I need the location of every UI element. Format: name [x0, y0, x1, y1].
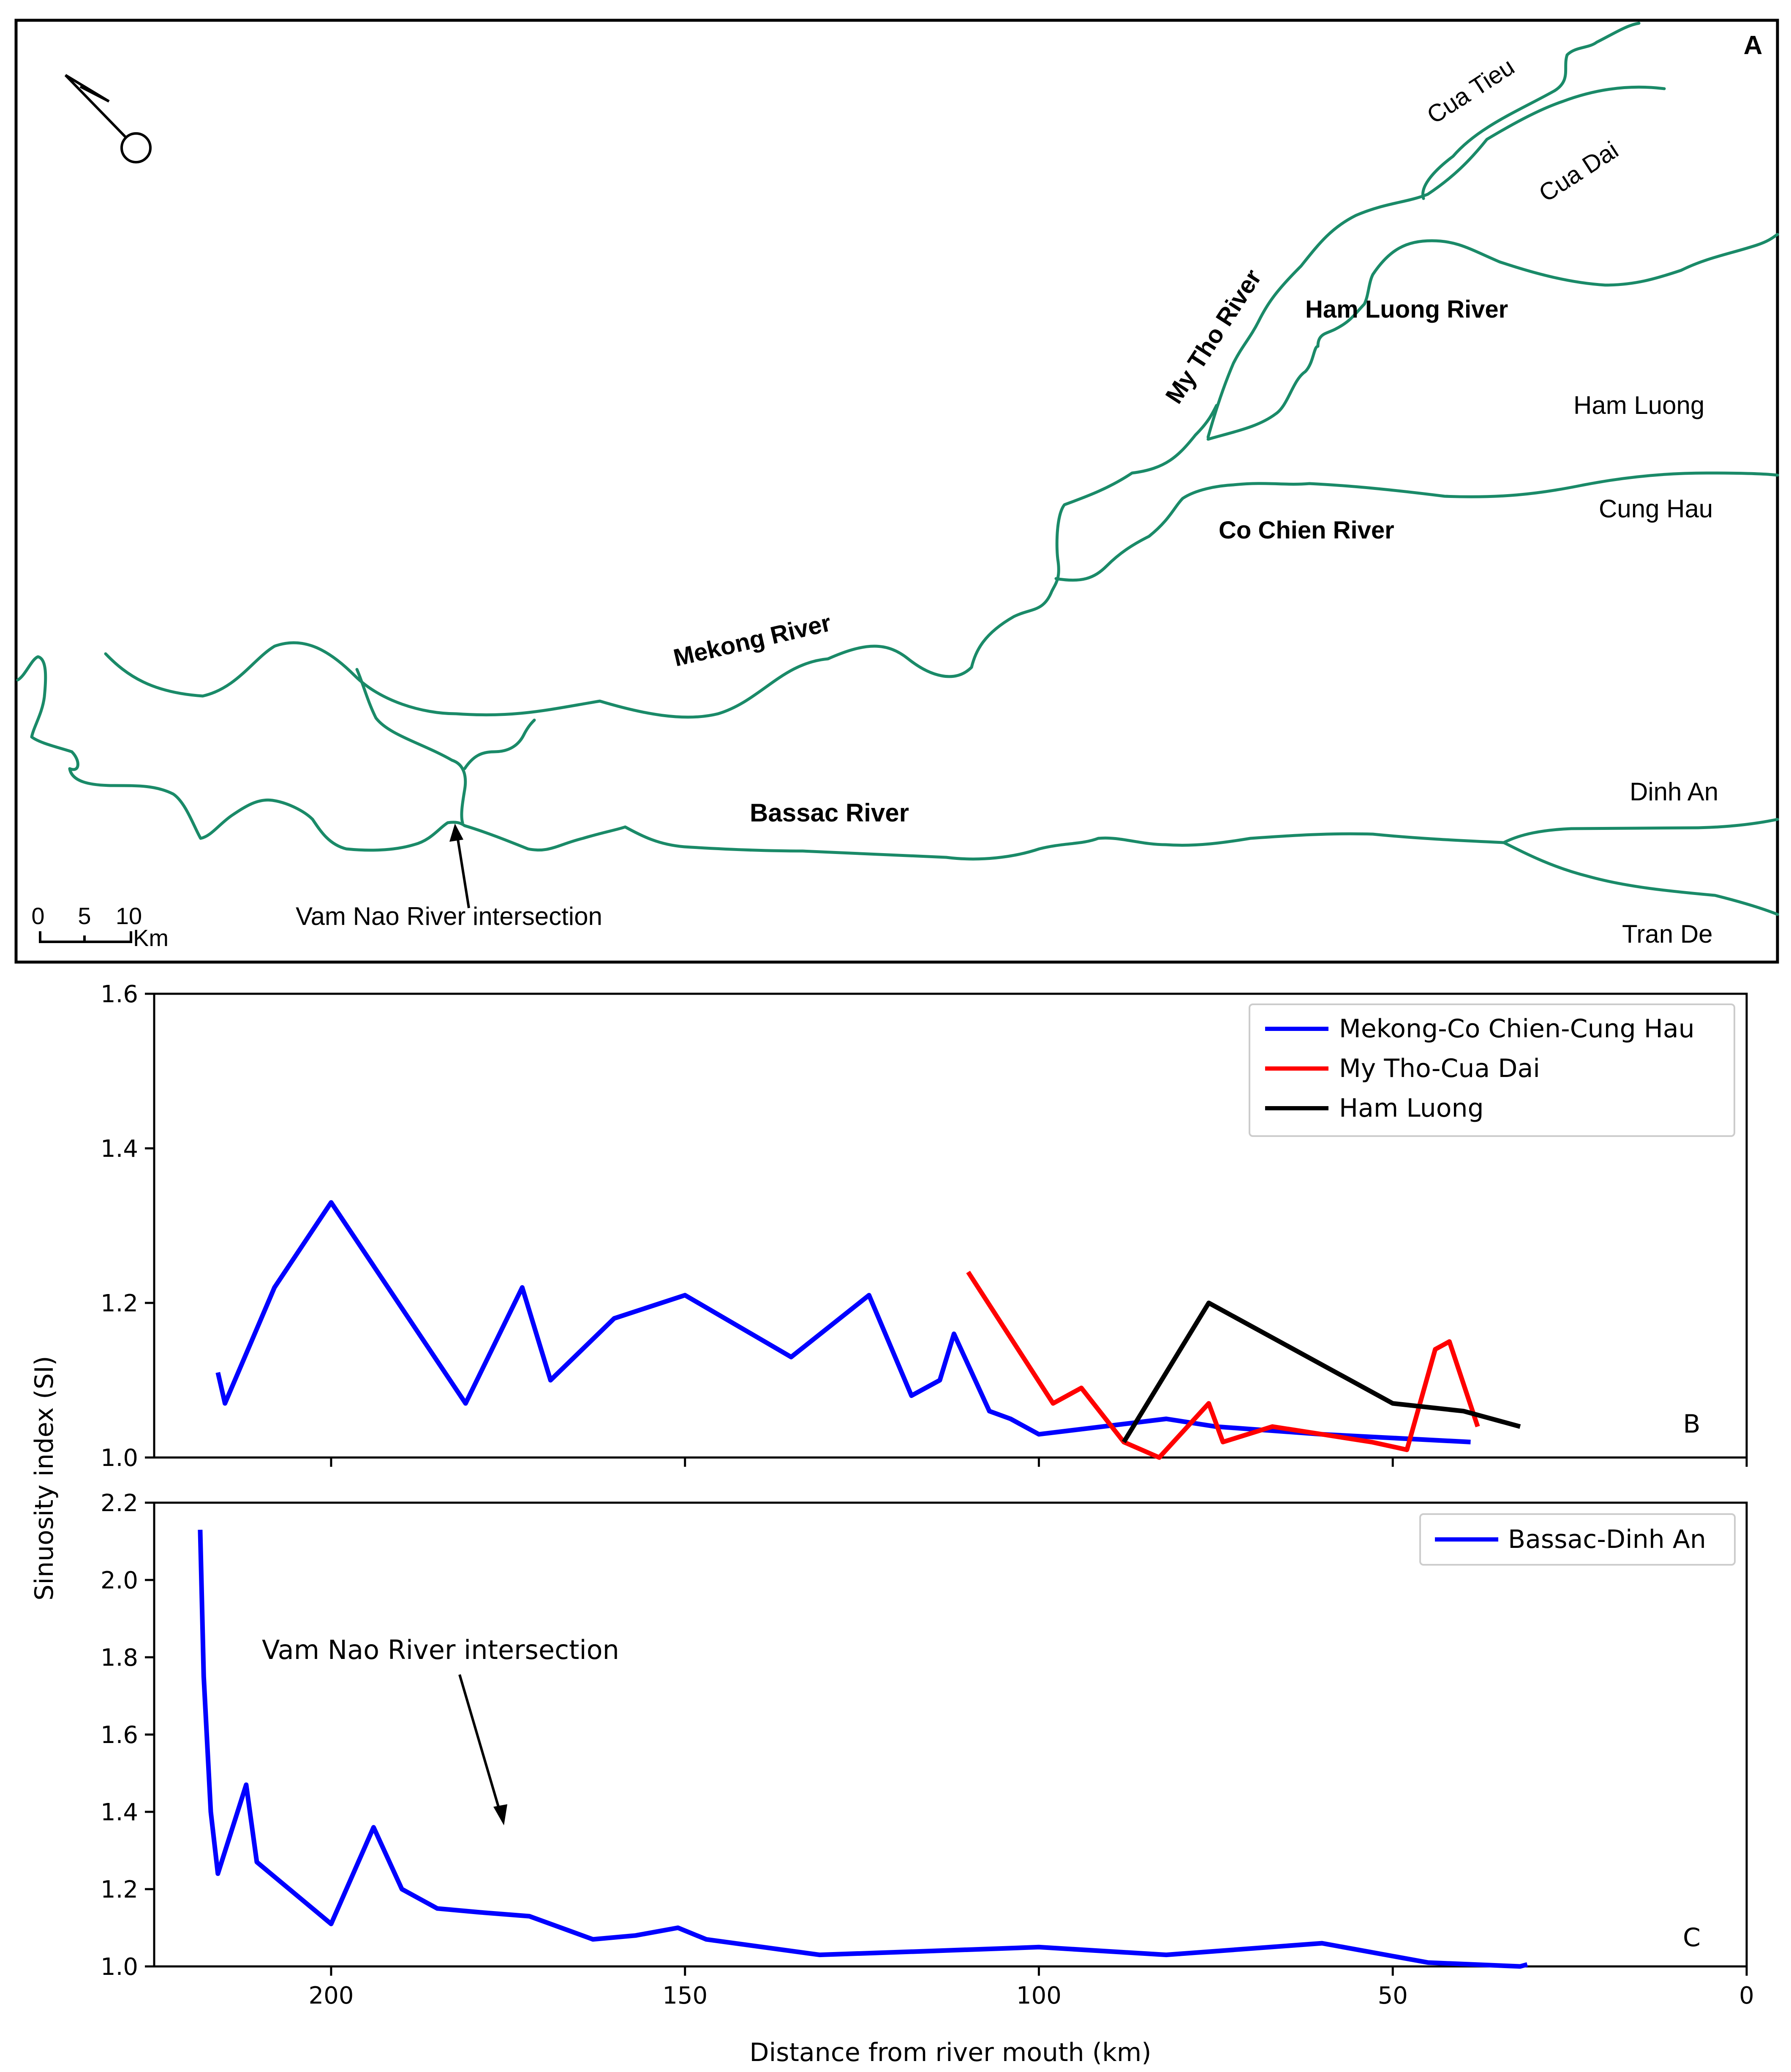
scale-bar: 0 5 10 Km: [31, 903, 169, 951]
co-chien-river-line: [1054, 471, 1779, 582]
scale-tick-label: 0: [31, 903, 44, 929]
y-tick-label: 1.4: [101, 1799, 138, 1826]
x-tick-label: 150: [662, 1982, 708, 2009]
y-tick-label: 1.6: [101, 981, 138, 1008]
vam-nao-chart-arrow-shaft: [458, 1674, 502, 1814]
y-tick-label: 2.2: [101, 1490, 138, 1517]
tran-de-outlet-label: Tran De: [1622, 920, 1713, 948]
ham-luong-river-label: Ham Luong River: [1305, 296, 1508, 323]
bassac-river-label: Bassac River: [750, 799, 909, 827]
y-tick-label: 1.4: [101, 1135, 138, 1163]
vam-nao-map-arrow-shaft: [456, 834, 470, 908]
chart-b-legend: Mekong-Co Chien-Cung Hau My Tho-Cua Dai …: [1249, 1003, 1735, 1137]
y-tick-label: 2.0: [101, 1567, 138, 1594]
x-tick-label: 200: [308, 1982, 354, 2009]
y-axis-title: Sinuosity index (SI): [30, 1356, 59, 1600]
chart-c: 1.0 1.2 1.4 1.6 1.8 2.0 2.2 200 150 100 50 0 C Bass…: [101, 1490, 1754, 2009]
ham-luong-river-line: [1206, 233, 1779, 441]
chart-b-frame: [153, 992, 1748, 1459]
vam-nao-map-arrow-head: [449, 824, 463, 842]
y-tick-label: 1.0: [101, 1953, 138, 1981]
north-arrow-icon: [64, 74, 152, 163]
dinh-an-outlet-label: Dinh An: [1630, 778, 1718, 806]
x-tick-label: 0: [1739, 1982, 1754, 2009]
ham-luong-outlet-label: Ham Luong: [1573, 391, 1704, 419]
cua-tieu-branch-line: [1421, 22, 1641, 200]
vam-nao-map-label: Vam Nao River intersection: [296, 902, 602, 930]
dinh-an-outlet-line: [1502, 818, 1779, 844]
y-tick-label: 1.2: [101, 1290, 138, 1317]
legend-entry-label: Mekong-Co Chien-Cung Hau: [1339, 1014, 1695, 1044]
y-tick-label: 1.0: [101, 1444, 138, 1472]
y-tick-label: 1.6: [101, 1721, 138, 1749]
scale-unit-label: Km: [133, 925, 169, 951]
series-line-my-tho-cua-dai: [966, 1270, 1480, 1460]
chart-b: 1.0 1.2 1.4 1.6 B Mekong-Co Chien-Cung Hau …: [101, 981, 1748, 1472]
x-tick-label: 50: [1378, 1982, 1408, 2009]
tran-de-outlet-line: [1502, 841, 1779, 916]
chart-b-panel-label: B: [1683, 1409, 1700, 1439]
my-tho-river-line: [1206, 85, 1666, 439]
map-frame: [14, 19, 1779, 964]
chart-c-frame: [153, 1501, 1748, 1968]
mekong-river-line: [104, 404, 1218, 719]
x-axis-title: Distance from river mouth (km): [749, 2038, 1151, 2067]
co-chien-river-label: Co Chien River: [1219, 517, 1394, 544]
y-tick-label: 1.2: [101, 1876, 138, 1903]
series-line-bassac-dinh-an: [198, 1529, 1528, 1969]
y-tick-label: 1.8: [101, 1644, 138, 1672]
island-upper-line: [463, 718, 536, 770]
bassac-river-line: [463, 824, 1505, 861]
cung-hau-outlet-label: Cung Hau: [1599, 495, 1713, 523]
cua-dai-label: Cua Dai: [1534, 136, 1623, 207]
series-line-ham-luong: [1121, 1300, 1521, 1444]
map-panel-label: A: [1744, 31, 1763, 60]
river-network: [16, 22, 1779, 916]
vam-nao-chart-annotation: Vam Nao River intersection: [262, 1634, 619, 1665]
left-channel-line: [16, 655, 466, 852]
chart-c-panel-label: C: [1683, 1923, 1701, 1952]
legend-entry-label: Bassac-Dinh An: [1508, 1525, 1706, 1554]
island-channel-line: [355, 668, 467, 824]
scale-tick-label: 5: [78, 903, 91, 929]
legend-entry-label: My Tho-Cua Dai: [1339, 1054, 1540, 1083]
legend-entry-label: Ham Luong: [1339, 1093, 1484, 1123]
map-panel: A: [14, 19, 1779, 964]
scale-tick-label: 10: [116, 903, 142, 929]
x-tick-label: 100: [1016, 1982, 1062, 2009]
vam-nao-chart-arrow-head: [493, 1804, 507, 1825]
chart-c-legend: Bassac-Dinh An: [1419, 1513, 1736, 1566]
series-line-mekong-co-chien-cung-hau: [215, 1200, 1471, 1444]
